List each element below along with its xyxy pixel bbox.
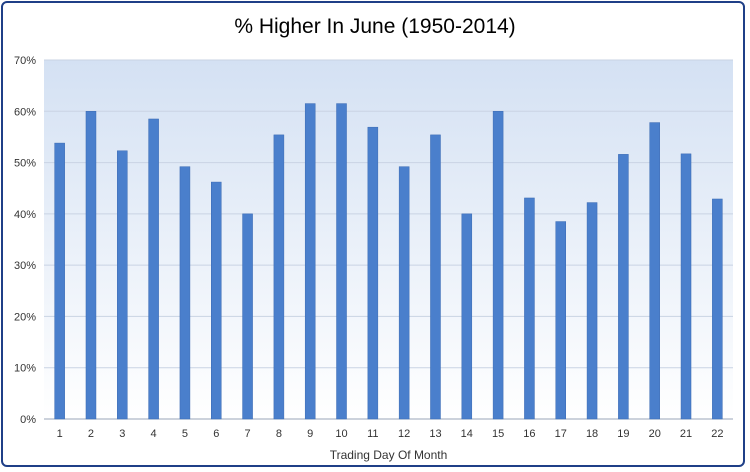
x-tick-label: 19 <box>617 428 629 440</box>
x-tick-label: 1 <box>57 428 63 440</box>
x-tick-label: 8 <box>276 428 282 440</box>
x-tick-label: 18 <box>586 428 598 440</box>
bar-day-7 <box>242 213 253 420</box>
x-tick-label: 13 <box>429 428 441 440</box>
y-tick-label: 10% <box>14 363 36 375</box>
x-tick-label: 17 <box>555 428 567 440</box>
bar-day-3 <box>117 150 128 420</box>
x-tick-label: 20 <box>649 428 661 440</box>
x-tick-label: 11 <box>367 428 378 440</box>
bar-day-4 <box>148 118 159 420</box>
bar-day-8 <box>273 134 285 420</box>
x-tick-label: 12 <box>398 428 410 440</box>
x-tick-label: 2 <box>88 428 94 440</box>
y-tick-label: 60% <box>14 106 36 118</box>
bar-day-15 <box>492 111 504 420</box>
x-tick-label: 9 <box>307 428 313 440</box>
x-axis-title: Trading Day Of Month <box>330 448 448 462</box>
x-tick-label: 22 <box>711 428 723 440</box>
y-tick-label: 50% <box>14 158 36 170</box>
x-tick-label: 5 <box>182 428 188 440</box>
chart-title: % Higher In June (1950-2014) <box>234 15 516 38</box>
y-tick-label: 20% <box>14 311 36 323</box>
bar-day-2 <box>85 111 97 420</box>
bar-day-6 <box>211 181 222 420</box>
bar-day-1 <box>54 142 65 420</box>
bar-day-17 <box>555 221 566 420</box>
bar-day-21 <box>680 153 692 420</box>
y-tick-label: 40% <box>14 209 36 221</box>
bar-day-20 <box>649 122 660 420</box>
y-tick-label: 30% <box>14 260 36 272</box>
x-tick-label: 7 <box>245 428 251 440</box>
x-tick-label: 10 <box>335 428 347 440</box>
bar-day-9 <box>304 103 316 420</box>
y-tick-label: 70% <box>14 55 36 67</box>
bar-day-11 <box>367 126 379 420</box>
x-tick-label: 6 <box>213 428 219 440</box>
bar-day-18 <box>586 202 598 420</box>
x-tick-label: 4 <box>151 428 157 440</box>
bar-day-19 <box>618 154 629 420</box>
x-tick-label: 3 <box>119 428 125 440</box>
x-tick-label: 14 <box>461 428 473 440</box>
x-tick-label: 15 <box>492 428 504 440</box>
plot-area <box>44 60 733 419</box>
bar-day-14 <box>461 213 473 420</box>
bar-day-5 <box>179 166 191 420</box>
bar-day-13 <box>430 134 441 420</box>
y-tick-label: 0% <box>20 414 36 426</box>
bar-day-10 <box>336 103 347 420</box>
bar-day-22 <box>712 198 723 420</box>
bar-day-12 <box>398 166 410 420</box>
x-tick-label: 16 <box>523 428 535 440</box>
bar-day-16 <box>524 197 535 420</box>
x-tick-label: 21 <box>680 428 692 440</box>
